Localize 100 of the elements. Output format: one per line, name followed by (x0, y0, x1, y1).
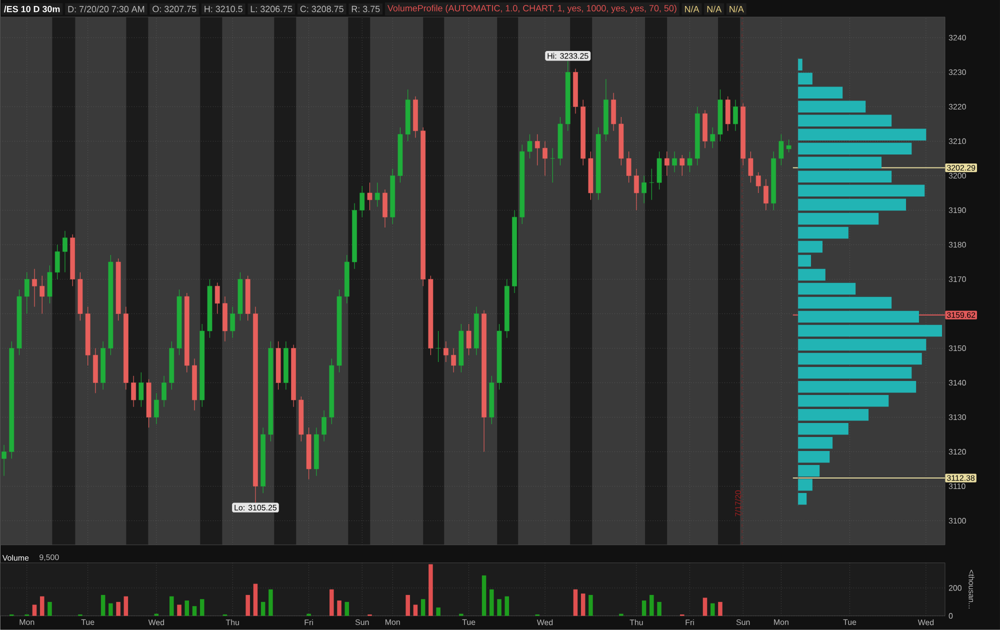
bar (798, 338, 926, 351)
candlestick (32, 268, 37, 308)
bar (268, 589, 273, 616)
bar (253, 584, 258, 616)
candlestick (756, 172, 761, 194)
bar (170, 596, 174, 616)
bar (798, 198, 906, 211)
bar (798, 380, 916, 393)
candlestick (2, 444, 6, 476)
candlestick (748, 151, 754, 183)
candlestick (436, 330, 441, 362)
bar (798, 465, 820, 477)
candlestick (367, 182, 372, 211)
candlestick (764, 178, 768, 211)
bar (100, 595, 106, 616)
bar (413, 604, 418, 616)
candlestick (162, 376, 166, 408)
bar (798, 58, 802, 71)
candlestick (40, 276, 45, 314)
bar (330, 589, 334, 616)
candlestick (131, 376, 136, 408)
candlestick (374, 182, 380, 208)
bar (798, 254, 811, 267)
candlestick (360, 186, 365, 218)
candlestick (54, 244, 60, 280)
bar (246, 595, 250, 616)
bar (573, 589, 578, 616)
candlestick (322, 410, 326, 442)
bar (482, 575, 486, 616)
bar (428, 564, 433, 616)
candlestick (138, 372, 144, 408)
chart-title: /ES 10 D 30m (4, 6, 60, 12)
bar (798, 437, 833, 449)
text: R: 3.75 (352, 6, 380, 12)
bar (798, 324, 942, 337)
bar (710, 603, 715, 616)
candlestick (778, 134, 784, 166)
bar (657, 602, 662, 616)
bar (192, 606, 197, 616)
candlestick (786, 139, 792, 153)
bar (798, 493, 807, 505)
bar (798, 268, 826, 281)
bar (798, 226, 848, 239)
candlestick (664, 151, 670, 176)
candlestick (444, 341, 448, 362)
bar (798, 296, 892, 309)
text: L: 3206.75 (250, 6, 292, 12)
bar (798, 409, 869, 421)
bar (798, 114, 892, 127)
bar (32, 604, 37, 616)
bar (798, 366, 912, 379)
bar (490, 589, 494, 616)
bar (177, 604, 182, 616)
bar (798, 395, 889, 407)
bar (420, 599, 426, 616)
bar (497, 599, 502, 616)
bar (798, 156, 882, 169)
bar (184, 600, 190, 616)
bar (798, 451, 830, 463)
candlestick (634, 168, 639, 211)
bar (436, 608, 440, 616)
bar (798, 86, 843, 99)
bar (200, 599, 204, 616)
text: N/A (730, 6, 744, 12)
bar (798, 352, 922, 365)
candlestick (626, 151, 632, 183)
bar (798, 310, 919, 323)
candlestick (542, 140, 548, 176)
candlestick (550, 148, 556, 183)
candlestick (24, 272, 30, 314)
bar (798, 423, 848, 435)
candlestick (466, 324, 472, 356)
bar (798, 142, 912, 155)
text: N/A (685, 6, 700, 12)
bar (798, 282, 856, 295)
candlestick (214, 282, 220, 314)
text: N/A (707, 6, 722, 12)
bar (48, 602, 52, 616)
bar (588, 595, 593, 616)
bar (116, 602, 120, 616)
bar (124, 596, 128, 616)
bar (718, 602, 722, 616)
bar (642, 600, 646, 616)
bar (798, 479, 812, 491)
text: O: 3207.75 (152, 6, 196, 12)
candlestick (672, 151, 677, 173)
candlestick (527, 134, 532, 159)
text: H: 3210.5 (204, 6, 242, 12)
bar (108, 603, 113, 616)
bar (337, 600, 342, 616)
bar (260, 602, 266, 616)
bar (40, 596, 44, 616)
bar (504, 596, 510, 616)
bar (798, 184, 925, 197)
candlestick (687, 151, 692, 173)
candlestick (451, 348, 456, 373)
bar (798, 100, 866, 113)
candlestick (62, 230, 68, 273)
bar (344, 602, 350, 616)
candlestick (649, 168, 654, 200)
